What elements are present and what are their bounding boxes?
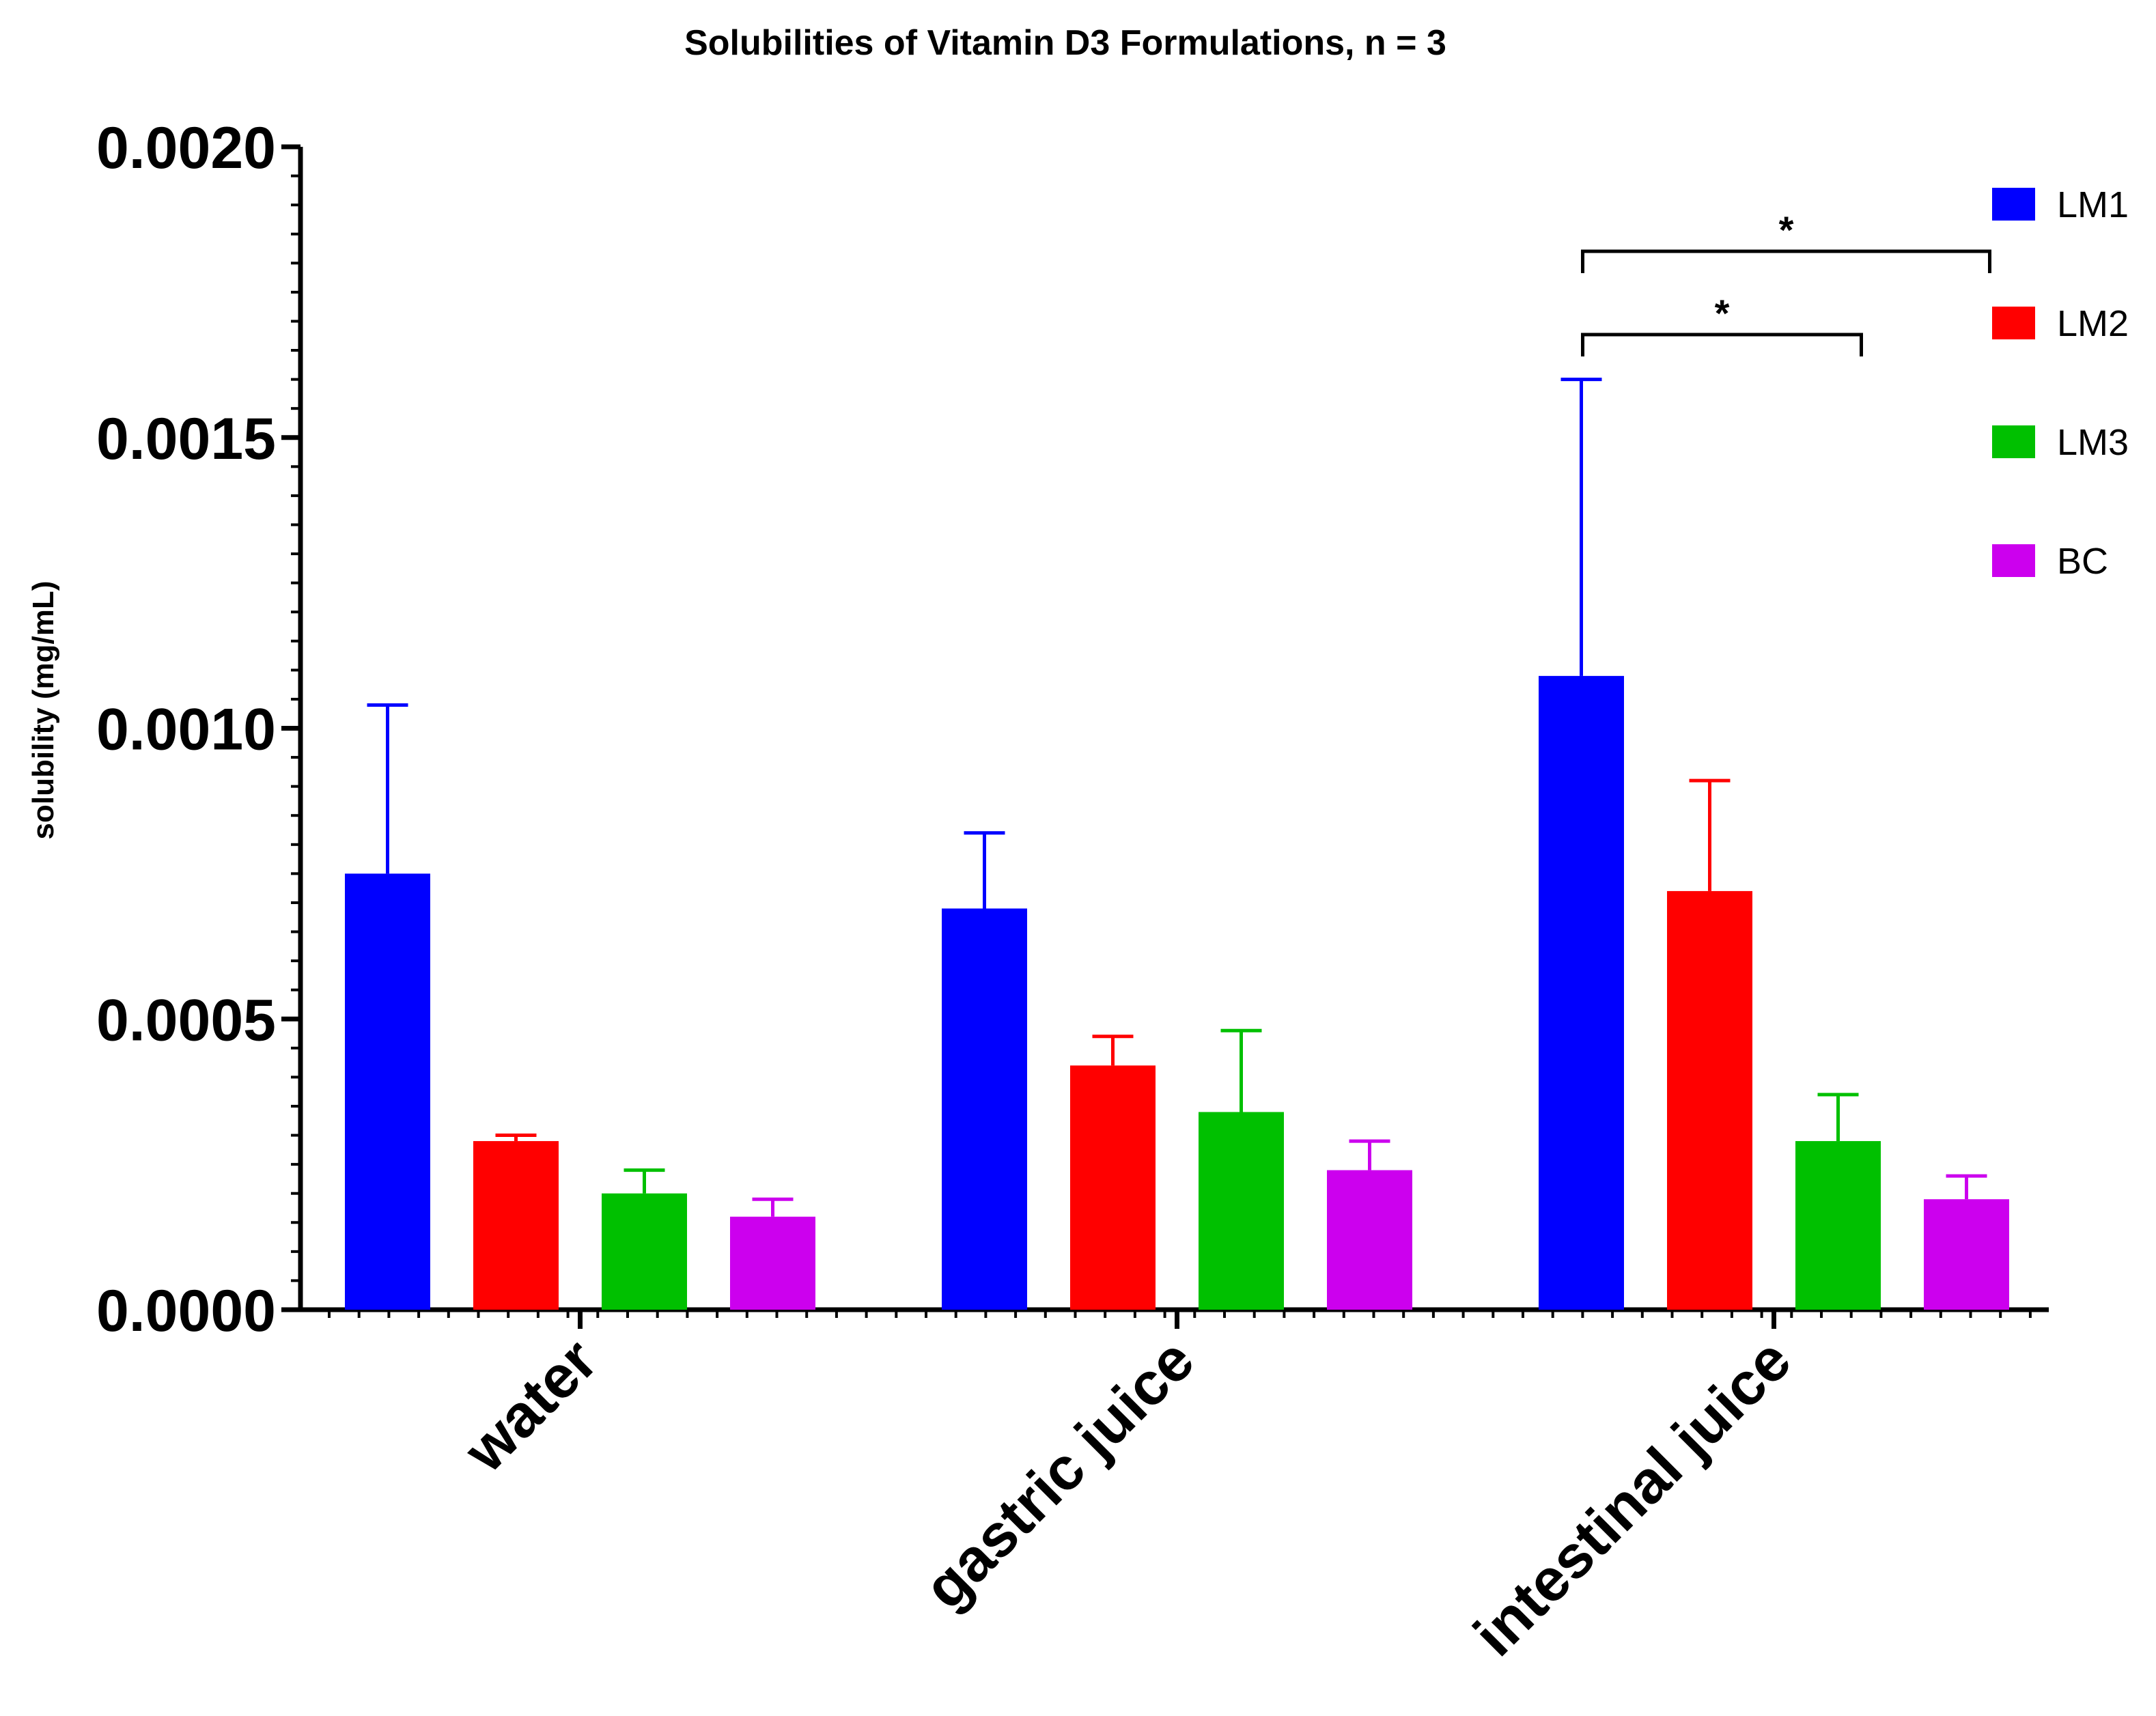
legend: LM1 LM2 LM3 BC — [1992, 184, 2129, 582]
significance-bracket — [1581, 333, 1863, 356]
legend-label: LM2 — [2057, 303, 2129, 344]
legend-label: LM3 — [2057, 422, 2129, 463]
x-tick-label: water — [451, 1325, 610, 1485]
significance-label: * — [1779, 208, 1794, 251]
y-tick-label: 0.0000 — [96, 1278, 276, 1344]
bar-lm2 — [1070, 1065, 1156, 1310]
legend-label: BC — [2057, 541, 2108, 582]
legend-label: LM1 — [2057, 184, 2129, 225]
bar-lm1 — [942, 908, 1027, 1310]
significance-bracket — [1581, 249, 1991, 273]
bar-lm1 — [1539, 675, 1624, 1310]
legend-swatch — [1992, 188, 2035, 221]
y-tick-labels: 0.0000 0.0005 0.0010 0.0015 0.0020 — [96, 115, 276, 1344]
y-tick-label: 0.0010 — [96, 697, 276, 763]
axes — [281, 144, 2049, 1329]
bar-lm2 — [473, 1141, 559, 1310]
x-tick-labels: water gastric juice intestinal juice — [451, 1325, 1804, 1668]
chart-title: Solubilities of Vitamin D3 Formulations,… — [684, 23, 1446, 63]
legend-swatch — [1992, 307, 2035, 339]
x-tick-label: gastric juice — [911, 1325, 1207, 1621]
bar-bc — [730, 1216, 815, 1310]
y-axis-label: solubility (mg/mL) — [27, 581, 60, 840]
bar-lm3 — [1199, 1112, 1284, 1310]
bar-lm3 — [1795, 1141, 1881, 1310]
y-tick-label: 0.0015 — [96, 406, 276, 472]
bar-lm3 — [602, 1193, 687, 1310]
y-tick-label: 0.0020 — [96, 115, 276, 181]
legend-swatch — [1992, 544, 2035, 577]
bar-lm1 — [345, 873, 430, 1310]
significance-brackets: ** — [1581, 208, 1991, 356]
y-tick-label: 0.0005 — [96, 987, 276, 1053]
significance-label: * — [1715, 292, 1730, 335]
bar-bc — [1924, 1199, 2009, 1310]
bar-lm2 — [1667, 890, 1752, 1310]
bar-bc — [1327, 1170, 1412, 1310]
x-tick-label: intestinal juice — [1461, 1325, 1804, 1668]
bars — [345, 675, 2009, 1310]
legend-swatch — [1992, 425, 2035, 458]
error-bars — [367, 378, 1987, 1217]
